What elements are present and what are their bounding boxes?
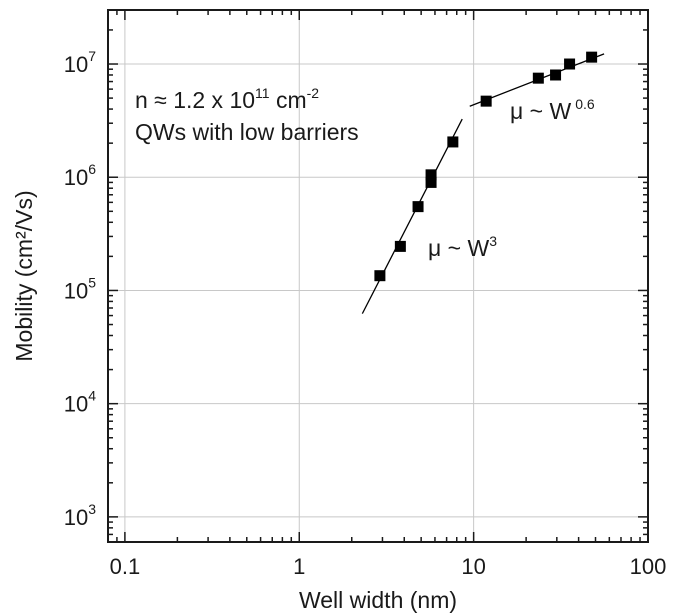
density-unit: cm [270,87,307,113]
x-tick-label: 100 [630,554,667,579]
barrier-annotation: QWs with low barriers [135,119,359,145]
x-axis-title: Well width (nm) [299,587,457,613]
data-point [425,169,437,181]
data-point [425,176,437,188]
x-tick-label: 0.1 [110,554,141,579]
density-unit-exp: -2 [307,85,320,101]
data-point [394,240,406,252]
fit-label-cubic: μ ~ W3 [428,233,497,261]
x-tick-labels: 0.1 1 10 100 [110,554,667,579]
fit-label-power-exp: 0.6 [575,96,595,112]
y-tick-labels: 103 104 105 106 107 [64,48,96,530]
data-point [532,72,544,84]
y-axis-title: Mobility (cm²/Vs) [11,190,37,361]
data-point [564,58,576,70]
y-tick-label: 104 [64,388,96,417]
fit-label-cubic-main: μ ~ W [428,235,489,261]
data-points [374,51,598,282]
plot-frame [107,9,649,543]
data-point [374,270,386,282]
data-point [550,69,562,81]
data-point [447,136,459,148]
density-main: n ≈ 1.2 x 10 [135,87,255,113]
data-point [412,201,424,213]
density-annotation: n ≈ 1.2 x 1011 cm-2 [135,85,319,113]
fit-label-power: μ ~ W 0.6 [510,96,595,124]
major-ticks [108,10,649,542]
y-tick-label: 105 [64,274,96,303]
fit-lines [361,53,605,314]
fit-label-cubic-exp: 3 [489,233,497,249]
density-exp: 11 [255,85,270,101]
data-point [480,95,492,107]
data-point [586,51,598,63]
fit-label-power-main: μ ~ W [510,98,571,124]
y-tick-label: 107 [64,48,96,77]
x-tick-label: 10 [461,554,485,579]
x-tick-label: 1 [293,554,305,579]
fit-line-cubic [361,118,463,314]
y-tick-label: 106 [64,161,96,190]
y-tick-label: 103 [64,501,96,530]
